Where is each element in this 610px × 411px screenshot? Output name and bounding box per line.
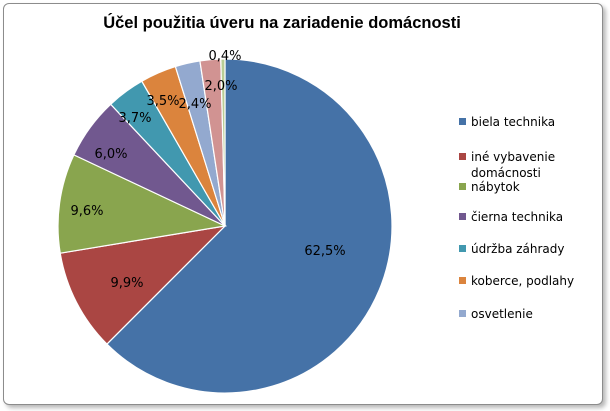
legend-swatch: [459, 245, 466, 252]
legend-swatch: [459, 277, 466, 284]
legend-swatch: [459, 183, 466, 190]
slice-data-label: 2,0%: [204, 79, 237, 94]
chart-title: Účel použitia úveru na zariadenie domácn…: [103, 13, 461, 32]
legend-label: osvetlenie: [471, 307, 533, 321]
pie-chart: Účel použitia úveru na zariadenie domácn…: [57, 13, 574, 394]
pie-slice: [59, 225, 227, 345]
legend-label: nábytok: [471, 180, 520, 194]
legend: biela technika iné vybavenie domácnostináb…: [459, 115, 574, 321]
slice-data-label: 3,5%: [146, 94, 179, 109]
legend-swatch: [459, 213, 466, 220]
legend-swatch: [459, 310, 466, 317]
legend-swatch: [459, 118, 466, 125]
legend-label: iné vybavenie domácnosti: [471, 150, 555, 180]
data-labels: 62,5% 9,9% 9,6% 6,0% 3,7% 3,5%2,4% 2,0% 0,4%: [70, 49, 345, 291]
slice-data-label: 3,7%: [118, 111, 151, 126]
legend-label: čierna technika: [471, 210, 563, 224]
slice-data-label: 9,6%: [70, 204, 103, 219]
slice-data-label: 0,4%: [208, 49, 241, 64]
pie-slices: [57, 58, 393, 394]
slice-data-label: 62,5%: [304, 244, 345, 259]
pie-slice: [57, 154, 228, 254]
legend-label: biela technika: [471, 115, 555, 129]
legend-label: koberce, podlahy: [471, 274, 574, 288]
pie-slice: [220, 58, 226, 227]
slice-data-label: 2,4%: [178, 97, 211, 112]
legend-swatch: [459, 153, 466, 160]
legend-label: údržba záhrady: [471, 242, 565, 256]
slice-data-label: 9,9%: [110, 276, 143, 291]
chart-frame: Účel použitia úveru na zariadenie domácn…: [3, 3, 603, 405]
slice-data-label: 6,0%: [94, 147, 127, 162]
pie-slice: [106, 58, 393, 394]
